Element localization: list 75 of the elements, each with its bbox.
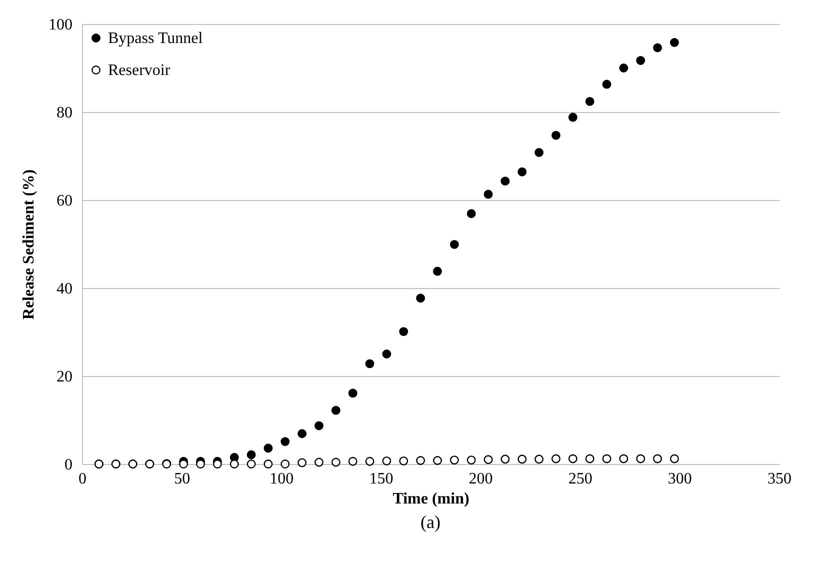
point	[602, 80, 612, 89]
x-tick-label: 350	[768, 470, 792, 488]
point	[670, 454, 679, 464]
point	[399, 456, 408, 466]
point	[484, 190, 493, 199]
point	[568, 112, 578, 122]
point	[450, 240, 459, 249]
point	[619, 454, 628, 464]
x-tick-label: 100	[270, 470, 294, 488]
x-axis-title: Time (min)	[392, 490, 470, 508]
point	[179, 460, 188, 468]
point	[432, 456, 442, 465]
x-tick-label: 300	[668, 470, 692, 488]
point	[484, 455, 493, 464]
y-tick-label: 60	[56, 192, 72, 210]
x-tick-label: 50	[174, 470, 190, 488]
point	[280, 460, 290, 468]
y-tick-label: 20	[56, 368, 72, 386]
point	[466, 209, 476, 218]
point	[348, 388, 358, 398]
point	[280, 437, 290, 446]
y-axis-title: Release Sediment (%)	[20, 169, 38, 320]
point	[518, 454, 527, 464]
point	[653, 43, 662, 52]
x-tick-label: 150	[369, 470, 394, 488]
point	[518, 167, 527, 176]
y-tick-label: 80	[56, 104, 72, 122]
point	[348, 456, 358, 466]
point	[399, 327, 408, 336]
point	[466, 456, 476, 465]
y-tick-label: 0	[64, 456, 72, 474]
x-tick-label: 200	[468, 470, 493, 488]
point	[619, 64, 628, 72]
point	[585, 454, 594, 464]
point	[450, 456, 459, 465]
point	[212, 460, 222, 468]
point	[653, 454, 662, 464]
point	[230, 460, 239, 468]
point	[314, 458, 324, 467]
point	[382, 456, 392, 466]
point	[500, 176, 510, 186]
point	[365, 359, 374, 368]
y-tick-label: 100	[48, 16, 72, 34]
point	[636, 454, 646, 464]
point	[416, 456, 426, 465]
point	[585, 96, 594, 106]
point	[416, 294, 426, 303]
y-tick-label: 40	[56, 280, 72, 298]
point	[196, 460, 205, 468]
point	[365, 456, 374, 466]
point	[298, 429, 307, 438]
point	[500, 454, 510, 464]
point	[602, 454, 612, 464]
point	[331, 458, 340, 467]
point	[636, 56, 646, 65]
point	[246, 450, 256, 460]
point	[382, 350, 392, 358]
point	[568, 454, 578, 464]
point	[246, 460, 256, 468]
point	[331, 406, 340, 415]
point	[298, 458, 307, 468]
x-tick-label: 250	[568, 470, 592, 488]
legend-label: Bypass Tunnel	[108, 30, 204, 47]
legend-label: Reservoir	[108, 62, 171, 79]
point	[264, 460, 273, 468]
point	[670, 38, 679, 47]
point	[264, 444, 273, 453]
text: (a)	[420, 512, 440, 532]
point	[534, 454, 544, 464]
point	[534, 148, 544, 157]
point	[314, 421, 324, 430]
point	[551, 454, 560, 464]
point	[551, 130, 560, 140]
x-tick-label: 0	[78, 470, 86, 488]
point	[432, 266, 442, 276]
